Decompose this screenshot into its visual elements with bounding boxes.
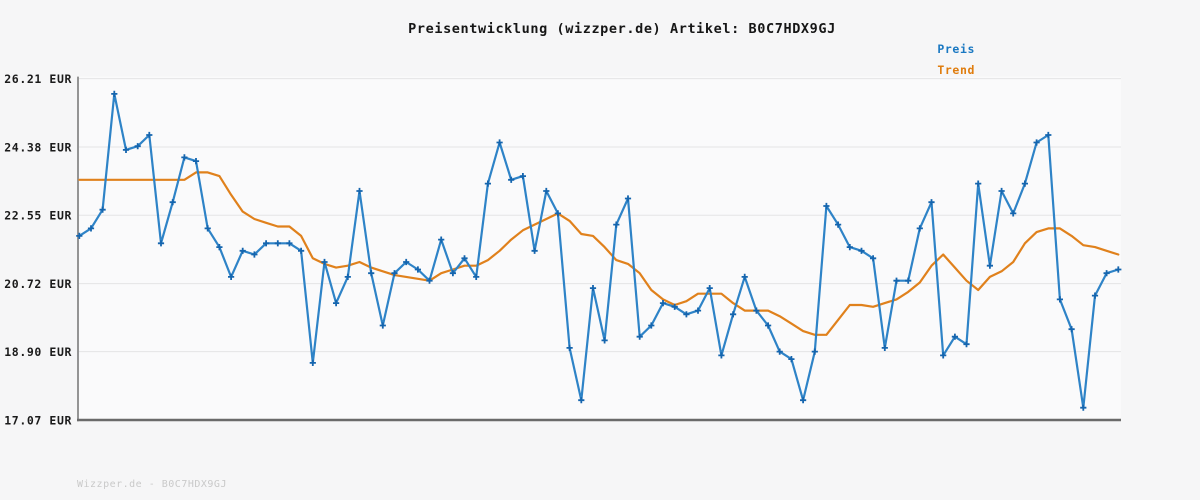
- price-point-markers: [76, 90, 1122, 411]
- legend-item-preis: Preis: [937, 42, 975, 56]
- y-tick-label: 18.90 EUR: [4, 345, 72, 359]
- y-tick-label: 20.72 EUR: [4, 277, 72, 291]
- y-tick-label: 17.07 EUR: [4, 413, 72, 427]
- watermark-text: Wizzper.de - B0C7HDX9GJ: [77, 479, 227, 490]
- y-tick-label: 26.21 EUR: [4, 72, 72, 86]
- legend-item-trend: Trend: [937, 63, 975, 77]
- chart-title: Preisentwicklung (wizzper.de) Artikel: B…: [408, 21, 836, 37]
- trend-line: [78, 171, 1120, 336]
- y-tick-label: 24.38 EUR: [4, 140, 72, 154]
- plot-background: [78, 76, 1121, 420]
- chart-legend: Preis Trend: [775, 39, 975, 81]
- y-tick-label: 22.55 EUR: [4, 209, 72, 223]
